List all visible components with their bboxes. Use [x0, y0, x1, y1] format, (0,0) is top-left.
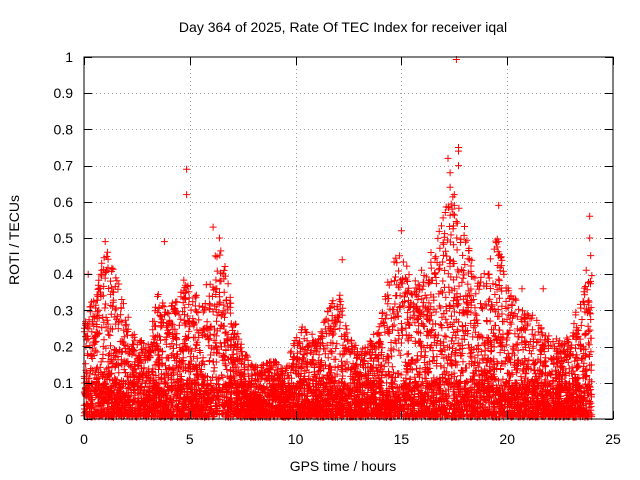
roti-point-outlier: [183, 165, 191, 173]
x-tick-label: 0: [80, 431, 88, 447]
y-axis-label: ROTI / TECUs: [6, 195, 22, 285]
roti-point-outlier: [495, 238, 503, 246]
roti-point-outlier: [446, 169, 454, 177]
roti-point-outlier: [495, 201, 503, 209]
axis-ticks: [84, 57, 614, 420]
roti-point-outlier: [397, 227, 405, 235]
roti-point-outlier: [518, 285, 526, 293]
x-tick-label: 15: [394, 431, 410, 447]
y-tick-label: 0.3: [54, 302, 74, 318]
roti-point-outlier: [444, 154, 452, 162]
y-tick-label: 0.5: [54, 230, 74, 246]
x-tick-label: 25: [605, 431, 621, 447]
y-tick-label: 0.8: [54, 121, 74, 137]
roti-point-outlier: [586, 212, 594, 220]
y-tick-label: 0.6: [54, 194, 74, 210]
x-tick-label: 10: [288, 431, 304, 447]
y-tick-label: 0.2: [54, 339, 74, 355]
y-tick-label: 0.7: [54, 158, 74, 174]
y-tick-label: 1: [65, 49, 73, 65]
roti-point-outlier: [586, 234, 594, 242]
roti-point-outlier: [215, 234, 223, 242]
y-tick-label: 0.9: [54, 85, 74, 101]
roti-point-outlier: [450, 191, 458, 199]
chart-title: Day 364 of 2025, Rate Of TEC Index for r…: [179, 19, 507, 35]
roti-point-outlier: [183, 191, 191, 199]
x-tick-label: 5: [186, 431, 194, 447]
roti-point-outlier: [446, 183, 454, 191]
x-tick-labels: 0 5 10 15 20 25: [80, 431, 621, 447]
roti-point-outlier: [338, 256, 346, 264]
x-tick-label: 20: [499, 431, 515, 447]
y-tick-label: 0.1: [54, 375, 74, 391]
roti-point-outlier: [160, 238, 168, 246]
roti-point-outlier: [209, 223, 217, 231]
y-tick-label: 0: [65, 411, 73, 427]
roti-point-outlier: [101, 238, 109, 246]
roti-point-outlier: [455, 162, 462, 170]
roti-point-cloud: [80, 193, 596, 421]
roti-point-outlier: [427, 249, 435, 256]
x-axis-label: GPS time / hours: [290, 458, 397, 474]
roti-point-outlier: [455, 147, 462, 155]
y-tick-label: 0.4: [54, 266, 74, 282]
y-tick-labels: 0 0.1 0.2 0.3 0.4 0.5 0.6 0.7 0.8 0.9 1: [54, 49, 74, 427]
roti-point-outlier: [450, 201, 458, 209]
roti-point-outlier: [539, 285, 547, 293]
